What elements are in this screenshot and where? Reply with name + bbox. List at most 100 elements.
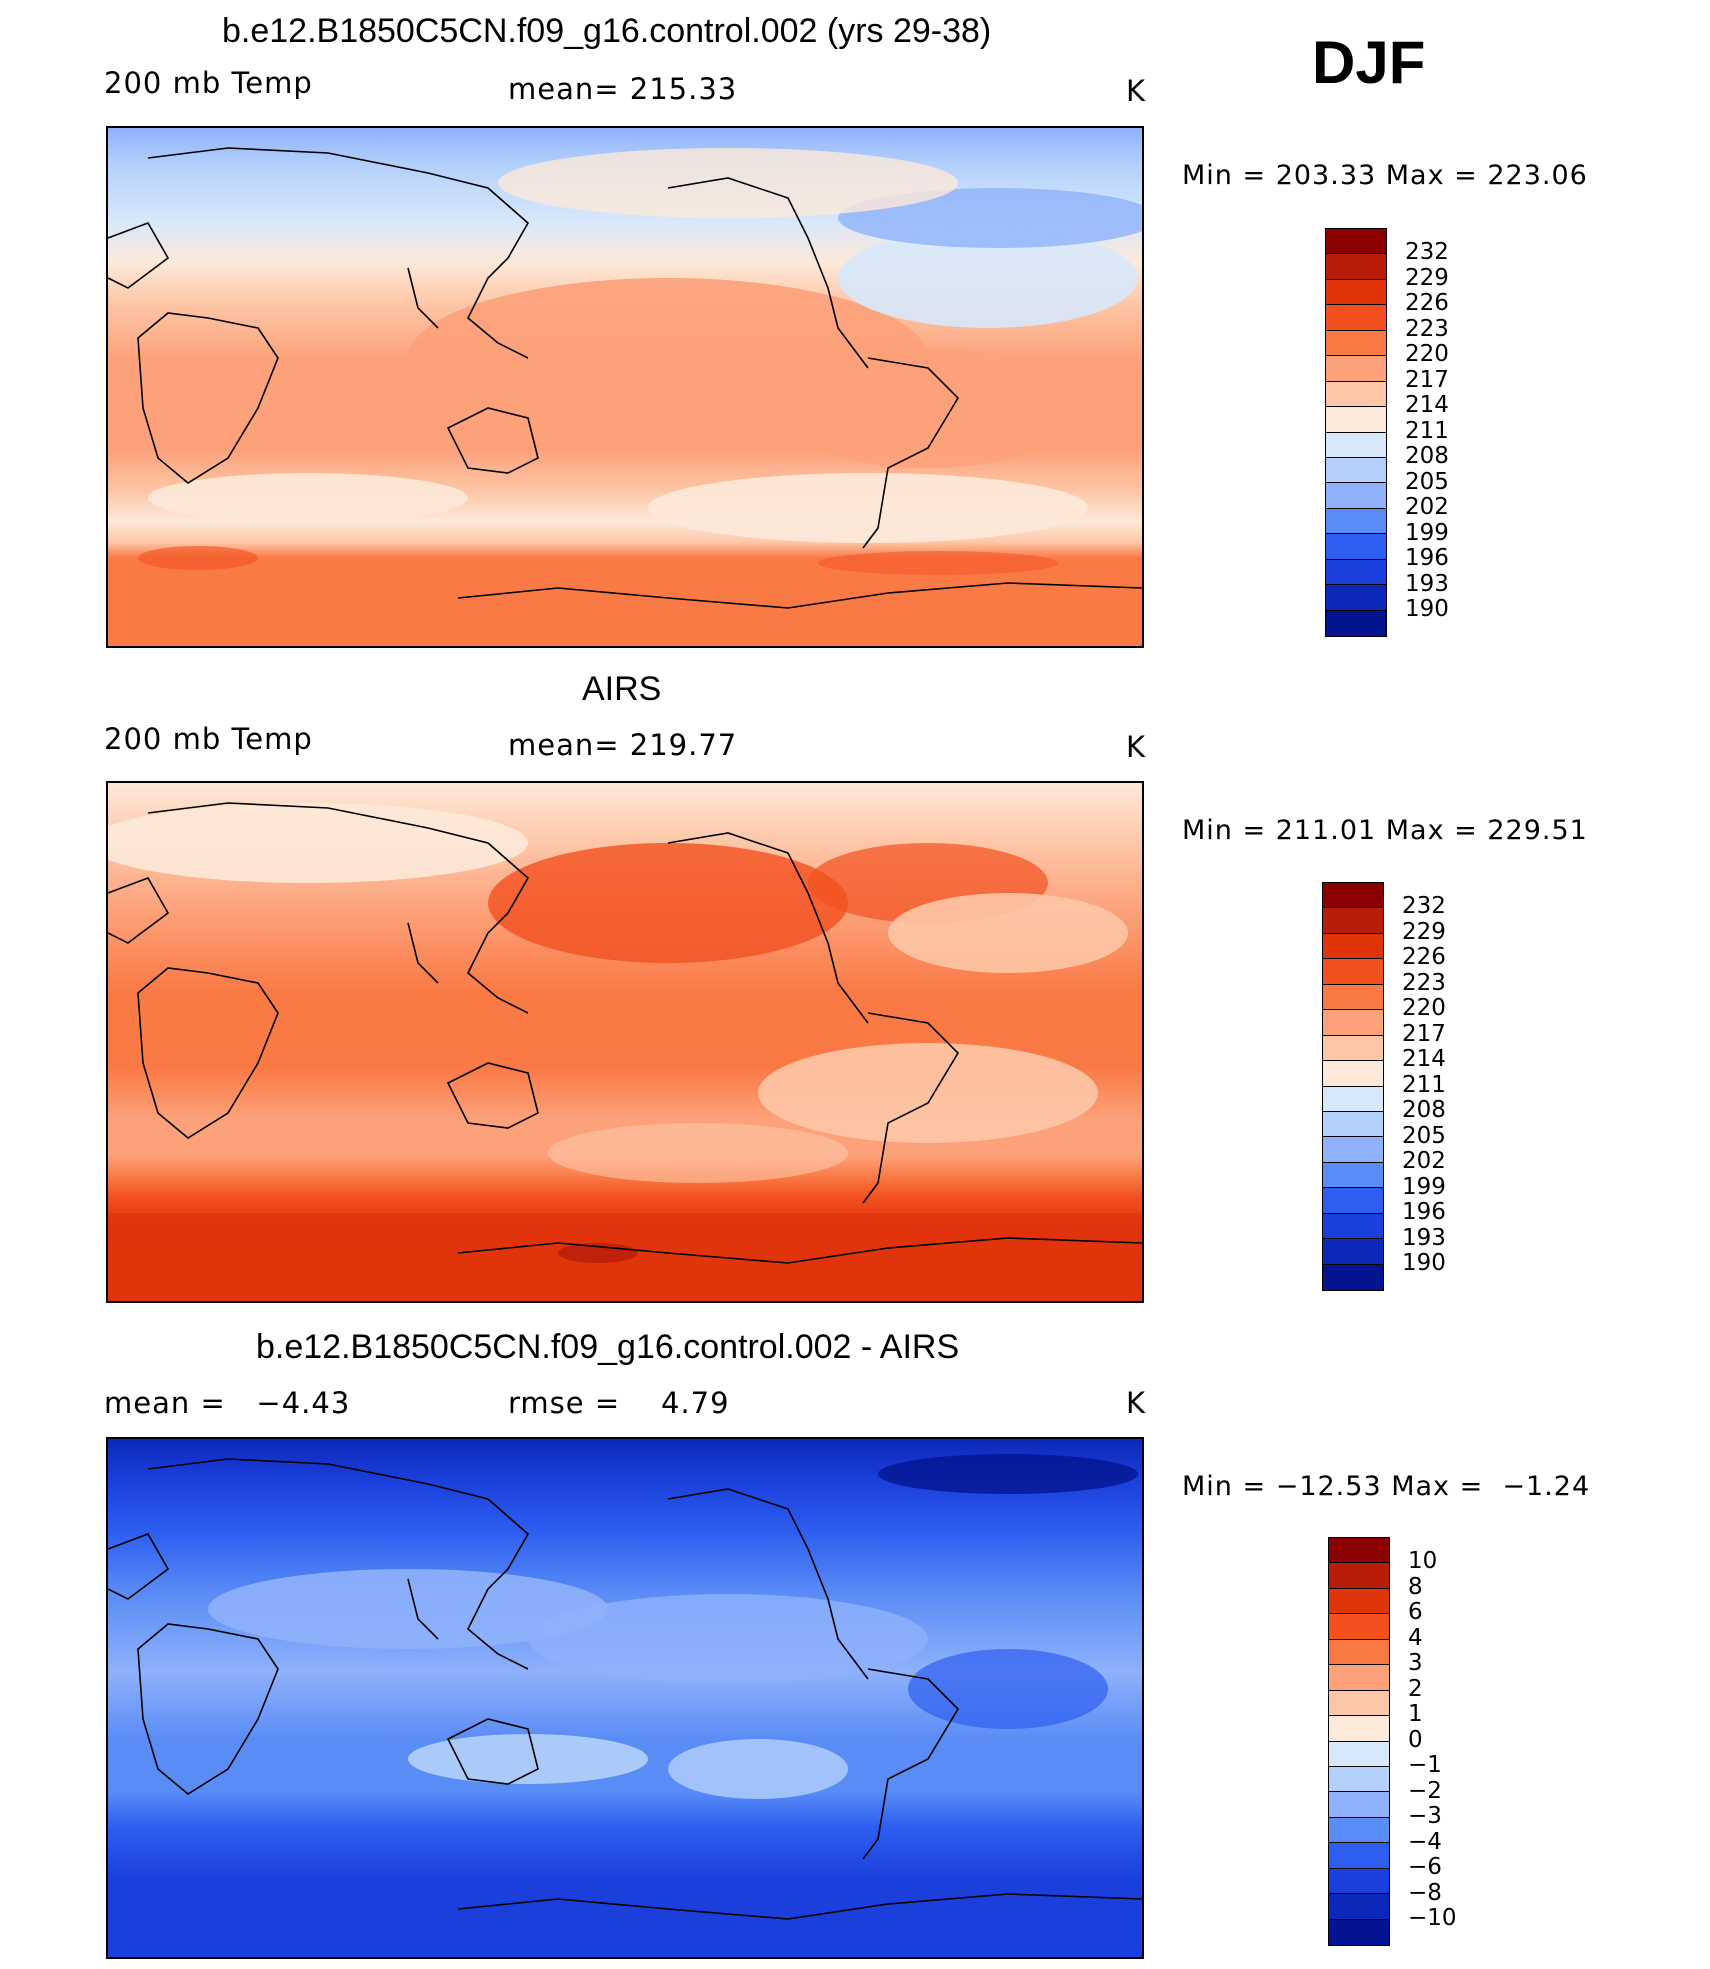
colorbar-swatch <box>1323 1061 1383 1087</box>
diff-cb-label: −8 <box>1408 1880 1442 1906</box>
colorbar-swatch <box>1326 610 1386 636</box>
colorbar-swatch <box>1323 1239 1383 1265</box>
diff-cb-label: 8 <box>1408 1574 1423 1600</box>
model-cb-label: 193 <box>1405 571 1449 597</box>
colorbar-swatch <box>1329 1716 1389 1742</box>
model-temperature-map <box>106 126 1144 648</box>
diff-cb-label: −3 <box>1408 1803 1442 1829</box>
model-colorbar <box>1325 228 1387 637</box>
colorbar-swatch <box>1329 1894 1389 1920</box>
airs-temperature-map <box>106 781 1144 1303</box>
model-cb-label: 220 <box>1405 341 1449 367</box>
diff-colorbar-labels: 10 8 6 4 3 2 1 0 −1 −2 −3 −4 −6 −8 −10 <box>1408 1537 1478 1946</box>
diff-cb-label: 10 <box>1408 1548 1438 1574</box>
diff-cb-label: −1 <box>1408 1752 1442 1778</box>
colorbar-swatch <box>1323 1137 1383 1163</box>
colorbar-swatch <box>1326 254 1386 280</box>
colorbar-swatch <box>1329 1665 1389 1691</box>
airs-cb-label: 214 <box>1402 1046 1446 1072</box>
diff-cb-label: 3 <box>1408 1650 1423 1676</box>
colorbar-swatch <box>1326 356 1386 382</box>
model-cb-label: 202 <box>1405 494 1449 520</box>
panel-obs-mean: mean= 219.77 <box>508 728 738 762</box>
airs-cb-label: 232 <box>1402 893 1446 919</box>
airs-colorbar-labels: 232 229 226 223 220 217 214 211 208 205 … <box>1402 882 1462 1291</box>
diff-cb-label: −4 <box>1408 1829 1442 1855</box>
model-colorbar-labels: 232 229 226 223 220 217 214 211 208 205 … <box>1405 228 1465 637</box>
colorbar-swatch <box>1323 1162 1383 1189</box>
colorbar-swatch <box>1329 1588 1389 1615</box>
model-cb-label: 223 <box>1405 316 1449 342</box>
airs-cb-label: 220 <box>1402 995 1446 1021</box>
panel-model-minmax: Min = 203.33 Max = 223.06 <box>1182 160 1588 191</box>
colorbar-swatch <box>1323 1086 1383 1112</box>
colorbar-swatch <box>1326 483 1386 509</box>
diff-colorbar <box>1328 1537 1390 1946</box>
panel-diff-title: b.e12.B1850C5CN.f09_g16.control.002 - AI… <box>256 1328 960 1366</box>
diff-cb-label: −2 <box>1408 1778 1442 1804</box>
panel-diff-rmse: rmse = 4.79 <box>508 1386 730 1420</box>
panel-obs-title: AIRS <box>582 670 662 708</box>
panel-model-title: b.e12.B1850C5CN.f09_g16.control.002 (yrs… <box>222 12 992 50</box>
airs-cb-label: 199 <box>1402 1174 1446 1200</box>
panel-model-mean: mean= 215.33 <box>508 72 738 106</box>
model-cb-label: 196 <box>1405 545 1449 571</box>
airs-cb-label: 229 <box>1402 919 1446 945</box>
airs-colorbar <box>1322 882 1384 1291</box>
colorbar-swatch <box>1329 1792 1389 1818</box>
airs-colorbar-cells <box>1323 883 1383 1290</box>
airs-cb-label: 223 <box>1402 970 1446 996</box>
colorbar-swatch <box>1326 559 1386 586</box>
airs-cb-label: 226 <box>1402 944 1446 970</box>
colorbar-swatch <box>1326 229 1386 255</box>
colorbar-swatch <box>1326 330 1386 357</box>
panel-obs-variable: 200 mb Temp <box>104 722 313 756</box>
model-cb-label: 232 <box>1405 239 1449 265</box>
colorbar-swatch <box>1326 585 1386 611</box>
model-cb-label: 217 <box>1405 367 1449 393</box>
model-cb-label: 190 <box>1405 596 1449 622</box>
model-cb-label: 226 <box>1405 290 1449 316</box>
colorbar-swatch <box>1329 1563 1389 1589</box>
model-cb-label: 214 <box>1405 392 1449 418</box>
colorbar-swatch <box>1323 1010 1383 1036</box>
model-cb-label: 205 <box>1405 469 1449 495</box>
model-cb-label: 211 <box>1405 418 1449 444</box>
panel-obs-unit: K <box>1126 730 1147 764</box>
colorbar-swatch <box>1323 984 1383 1011</box>
colorbar-swatch <box>1323 1035 1383 1062</box>
panel-obs-minmax: Min = 211.01 Max = 229.51 <box>1182 815 1588 846</box>
colorbar-swatch <box>1329 1919 1389 1945</box>
panel-diff-unit: K <box>1126 1386 1147 1420</box>
colorbar-swatch <box>1326 407 1386 433</box>
colorbar-swatch <box>1329 1741 1389 1767</box>
airs-cb-label: 190 <box>1402 1250 1446 1276</box>
colorbar-swatch <box>1326 432 1386 458</box>
diff-colorbar-cells <box>1329 1538 1389 1945</box>
colorbar-swatch <box>1329 1817 1389 1844</box>
colorbar-swatch <box>1329 1614 1389 1640</box>
diff-cb-label: 2 <box>1408 1676 1423 1702</box>
colorbar-swatch <box>1326 279 1386 306</box>
colorbar-swatch <box>1326 305 1386 331</box>
airs-cb-label: 202 <box>1402 1148 1446 1174</box>
colorbar-swatch <box>1329 1868 1389 1895</box>
colorbar-swatch <box>1323 883 1383 909</box>
diff-cb-label: 6 <box>1408 1599 1423 1625</box>
diff-cb-label: 0 <box>1408 1727 1423 1753</box>
panel-diff-minmax: Min = −12.53 Max = −1.24 <box>1182 1471 1591 1502</box>
airs-cb-label: 217 <box>1402 1021 1446 1047</box>
colorbar-swatch <box>1326 457 1386 484</box>
colorbar-swatch <box>1329 1843 1389 1869</box>
diff-cb-label: −6 <box>1408 1854 1442 1880</box>
difference-map <box>106 1437 1144 1959</box>
colorbar-swatch <box>1329 1639 1389 1666</box>
airs-cb-label: 211 <box>1402 1072 1446 1098</box>
colorbar-swatch <box>1323 959 1383 985</box>
panel-diff-mean: mean = −4.43 <box>104 1386 351 1420</box>
airs-cb-label: 205 <box>1402 1123 1446 1149</box>
colorbar-swatch <box>1323 908 1383 934</box>
diff-cb-label: −10 <box>1408 1905 1457 1931</box>
model-cb-label: 208 <box>1405 443 1449 469</box>
colorbar-swatch <box>1323 933 1383 960</box>
